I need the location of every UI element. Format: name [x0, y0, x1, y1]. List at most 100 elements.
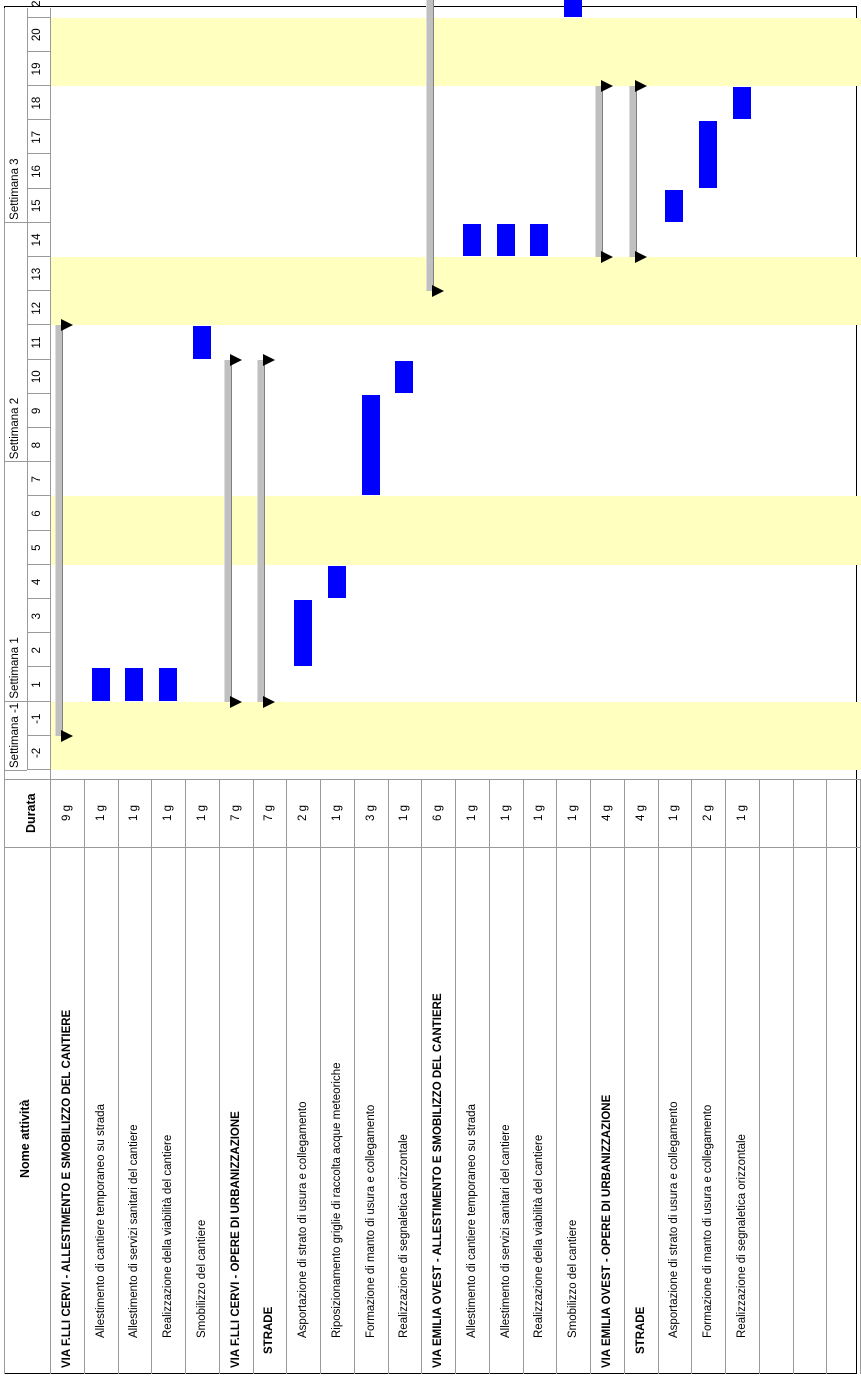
row-line	[725, 780, 726, 1374]
week-label: Settimana 2	[9, 397, 21, 460]
task-name: Realizzazione della viabilità del cantie…	[162, 1134, 175, 1338]
day-label: 5	[31, 544, 43, 551]
task-bar	[462, 223, 481, 256]
day-label: 19	[31, 62, 43, 76]
row-line	[657, 780, 659, 1374]
header-line	[4, 8, 5, 1374]
day-label: 14	[31, 233, 43, 247]
summary-task-name: VIA F.LLI CERVI - OPERE DI URBANIZZAZION…	[229, 1111, 242, 1368]
task-duration: 9 g	[60, 805, 73, 821]
summary-start-cap	[634, 251, 647, 263]
task-duration: 1 g	[533, 805, 546, 821]
summary-task-name: VIA EMILIA OVEST - ALLESTIMENTO E SMOBIL…	[432, 993, 445, 1368]
task-duration: 1 g	[668, 805, 681, 821]
task-duration: 1 g	[465, 805, 478, 821]
summary-start-cap	[263, 695, 276, 708]
task-name: Allestimento di servizi sanitari del can…	[128, 1124, 141, 1338]
task-bar	[732, 87, 751, 120]
nonworking-shade	[50, 701, 861, 770]
task-name: Realizzazione di segnaletica orizzontale	[735, 1134, 748, 1338]
task-bar	[294, 600, 313, 667]
task-bar	[192, 326, 211, 359]
day-label: 15	[31, 199, 43, 213]
task-name: Riposizionamento griglie di raccolta acq…	[330, 1062, 343, 1338]
header-line	[27, 8, 28, 770]
summary-bar	[426, 0, 435, 292]
task-bar	[496, 223, 515, 256]
summary-start-cap	[60, 729, 73, 742]
day-label: 13	[31, 267, 43, 281]
task-bar	[395, 360, 414, 393]
task-duration: 1 g	[330, 805, 343, 821]
row-line	[117, 780, 119, 1374]
task-bar	[327, 565, 346, 598]
day-label: 8	[31, 441, 43, 449]
task-name: Smobilizzo del cantiere	[195, 1219, 208, 1338]
row-line	[387, 780, 389, 1374]
nonworking-shade	[50, 496, 861, 565]
row-line	[286, 780, 288, 1374]
task-name: Realizzazione di segnaletica orizzontale	[398, 1134, 411, 1338]
task-duration: 6 g	[432, 805, 445, 821]
week-tick	[4, 700, 27, 702]
day-label: -2	[31, 747, 43, 759]
row-line	[83, 780, 85, 1374]
task-duration: 4 g	[600, 805, 613, 821]
task-duration: 1 g	[735, 805, 748, 821]
week-label: Settimana 1	[9, 637, 21, 699]
summary-bar	[594, 86, 603, 257]
summary-start-cap	[600, 251, 613, 263]
day-label: 9	[31, 407, 43, 415]
task-bar	[530, 223, 549, 256]
row-line	[421, 780, 423, 1374]
summary-start-cap	[432, 285, 445, 298]
task-duration: 2 g	[702, 805, 715, 821]
summary-start-cap	[229, 695, 242, 708]
summary-end-cap	[229, 353, 242, 366]
task-name: Asportazione di strato di usura e colleg…	[297, 1101, 310, 1338]
row-line	[556, 780, 558, 1374]
task-bar	[361, 394, 380, 496]
task-name: Allestimento di cantiere temporaneo su s…	[465, 1104, 478, 1338]
task-duration: 2 g	[297, 805, 310, 821]
row-line	[455, 780, 456, 1374]
row-line	[826, 780, 828, 1374]
summary-end-cap	[263, 353, 276, 366]
task-name: Realizzazione della viabilità del cantie…	[533, 1134, 546, 1338]
task-duration: 1 g	[499, 805, 512, 821]
nonworking-shade	[50, 257, 861, 326]
summary-end-cap	[600, 80, 613, 92]
row-line	[353, 780, 355, 1374]
day-label: 20	[31, 28, 43, 42]
summary-end-cap	[60, 319, 73, 332]
task-bar	[91, 668, 110, 701]
day-label: 18	[31, 96, 43, 110]
week-label: Settimana 3	[9, 158, 21, 220]
nonworking-shade	[50, 17, 861, 86]
task-name: Formazione di manto di usura e collegame…	[364, 1104, 377, 1338]
day-label: 11	[31, 336, 43, 349]
summary-bar	[628, 86, 637, 257]
task-name: Asportazione di strato di usura e colleg…	[668, 1101, 681, 1338]
row-line	[691, 780, 693, 1374]
summary-task-name: STRADE	[263, 1306, 276, 1354]
task-duration: 1 g	[398, 805, 411, 821]
week-tick	[4, 770, 27, 771]
row-line	[792, 780, 794, 1374]
task-duration: 1 g	[162, 805, 175, 821]
task-duration: 7 g	[229, 805, 242, 821]
week-label: Settimana -1	[9, 702, 21, 768]
row-line	[252, 780, 254, 1374]
task-bar	[159, 668, 178, 701]
summary-bar	[54, 325, 63, 736]
day-label: 4	[31, 578, 43, 586]
summary-bar	[257, 359, 266, 702]
task-duration: 1 g	[567, 805, 580, 821]
summary-bar	[223, 359, 232, 702]
day-label: 2	[31, 647, 43, 654]
row-line	[151, 780, 153, 1374]
day-label: 10	[31, 370, 43, 384]
row-line	[623, 780, 625, 1374]
week-tick	[4, 461, 27, 463]
